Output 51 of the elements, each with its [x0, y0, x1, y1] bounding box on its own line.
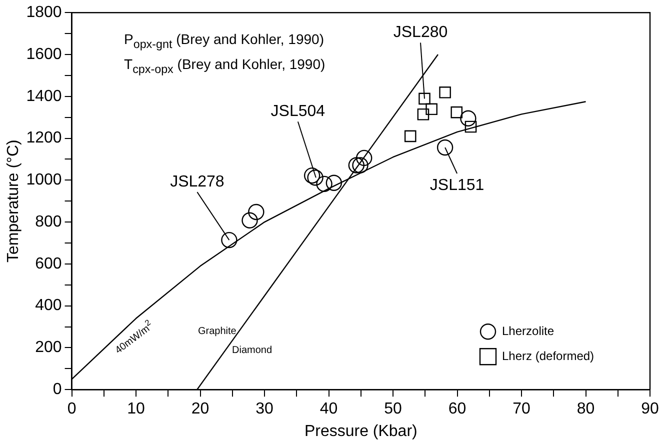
annotation: Graphite — [198, 326, 236, 337]
legend-label: Lherz (deformed) — [502, 348, 594, 363]
y-tick-label: 600 — [35, 255, 62, 272]
y-tick-label: 1600 — [26, 46, 62, 63]
point — [439, 86, 451, 98]
annotation: JSL280 — [393, 24, 448, 42]
point — [307, 170, 324, 186]
point — [356, 150, 372, 166]
annotation: JSL151 — [430, 176, 484, 194]
x-tick-label: 90 — [641, 400, 659, 418]
point — [436, 139, 454, 156]
x-tick-label: 10 — [127, 400, 146, 418]
y-tick-label: 1000 — [26, 172, 62, 189]
point — [404, 130, 416, 142]
legend-label: Lherzolite — [502, 324, 554, 338]
x-tick-label: 50 — [384, 400, 402, 418]
point — [316, 176, 332, 192]
point — [417, 108, 430, 120]
point — [242, 212, 258, 228]
y-axis-title: Temperature (°C) — [5, 140, 22, 263]
x-tick-label: 60 — [448, 400, 466, 418]
point — [248, 204, 264, 220]
x-axis-title: Pressure (Kbar) — [304, 422, 418, 440]
x-tick-label: 40 — [320, 400, 338, 418]
annotation: P$_{opx-gnt}$ (Brey and Kohler, 1990) — [124, 31, 324, 51]
x-tick-label: 30 — [256, 400, 274, 418]
point — [460, 110, 476, 126]
annotation: JSL504 — [270, 103, 326, 120]
x-tick-label: 70 — [512, 400, 531, 418]
point — [352, 157, 368, 174]
y-tick-label: 0 — [52, 381, 62, 398]
point — [304, 167, 320, 184]
point — [221, 232, 238, 248]
point — [326, 174, 342, 191]
point — [348, 157, 364, 174]
y-tick-label: 800 — [35, 213, 62, 230]
point — [450, 106, 463, 118]
y-tick-label: 1800 — [26, 4, 62, 22]
annotation: Diamond — [232, 345, 272, 356]
point — [426, 103, 438, 116]
point — [418, 92, 430, 105]
x-tick-label: 0 — [67, 400, 76, 418]
y-tick-label: 1400 — [26, 88, 62, 105]
annotation: JSL278 — [170, 173, 224, 190]
point — [464, 120, 477, 133]
annotation: T$_{cpx-opx}$ (Brey and Kohler, 1990) — [124, 56, 326, 76]
y-tick-label: 400 — [35, 297, 62, 314]
x-tick-label: 80 — [576, 400, 595, 418]
y-tick-label: 200 — [35, 339, 62, 356]
x-tick-label: 20 — [191, 400, 210, 418]
y-tick-label: 1200 — [26, 130, 62, 147]
